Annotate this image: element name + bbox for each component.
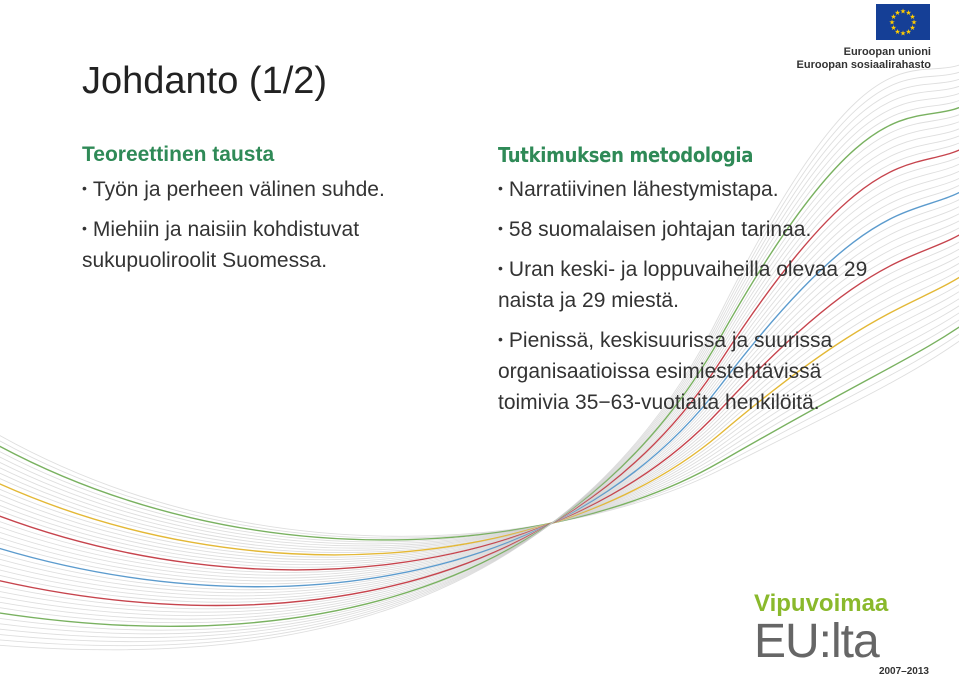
wave-line bbox=[0, 234, 959, 571]
bullet-icon: • bbox=[498, 180, 503, 196]
wave-line bbox=[0, 206, 959, 582]
star-icon: ★ bbox=[890, 24, 896, 32]
wave-line bbox=[0, 340, 959, 537]
wave-line bbox=[0, 64, 959, 651]
wave-line bbox=[0, 128, 959, 617]
star-icon: ★ bbox=[905, 28, 911, 36]
star-icon: ★ bbox=[905, 9, 911, 17]
wave-line bbox=[0, 319, 959, 543]
wave-line bbox=[0, 71, 959, 647]
eu-logo-text: Euroopan unioni Euroopan sosiaalirahasto bbox=[797, 46, 931, 72]
wave-line bbox=[0, 241, 959, 568]
bullet-icon: • bbox=[82, 180, 87, 196]
methodology-heading: Tutkimuksen metodologia bbox=[498, 143, 754, 167]
left-column: Teoreettinen tausta • Työn ja perheen väl… bbox=[82, 143, 432, 284]
list-item: • Työn ja perheen välinen suhde. bbox=[82, 178, 385, 201]
eu-fund-label: Euroopan sosiaalirahasto bbox=[796, 59, 931, 71]
star-icon: ★ bbox=[900, 30, 906, 38]
wave-line bbox=[0, 227, 959, 573]
list-item: • 58 suomalaisen johtajan tarinaa. bbox=[498, 218, 812, 241]
star-icon: ★ bbox=[909, 24, 915, 32]
eu-flag-icon: ★ ★ ★ ★ ★ ★ ★ ★ ★ ★ ★ ★ bbox=[876, 4, 930, 40]
wave-line bbox=[0, 185, 959, 591]
wave-line bbox=[0, 262, 959, 561]
list-item: • Miehiin ja naisiin kohdistuvat sukupuol… bbox=[82, 218, 360, 272]
star-icon: ★ bbox=[894, 9, 900, 17]
bullet-icon: • bbox=[498, 260, 503, 276]
wave-line bbox=[0, 121, 959, 620]
vipuvoimaa-label: Vipuvoimaa bbox=[754, 590, 889, 617]
list-item: • Uran keski- ja loppuvaiheilla olevaa 29… bbox=[498, 258, 868, 312]
wave-line bbox=[0, 276, 959, 556]
list-item: • Narratiivinen lähestymistapa. bbox=[498, 178, 779, 201]
vipuvoimaa-logo: Vipuvoimaa EU:lta 2007–2013 bbox=[754, 590, 934, 677]
star-icon: ★ bbox=[900, 8, 906, 16]
theory-bullet-list: • Työn ja perheen välinen suhde. • Miehiin… bbox=[82, 173, 432, 276]
wave-line bbox=[0, 298, 959, 549]
wave-line bbox=[0, 255, 959, 563]
wave-line bbox=[0, 149, 959, 607]
wave-line bbox=[0, 213, 959, 579]
eulta-label: EU:lta bbox=[754, 615, 880, 668]
star-icon: ★ bbox=[889, 19, 895, 27]
program-years-label: 2007–2013 bbox=[878, 666, 929, 677]
list-item: • Pienissä, keskisuurissa ja suurissa org… bbox=[498, 329, 833, 414]
wave-line bbox=[0, 170, 959, 597]
right-column: Tutkimuksen metodologia • Narratiivinen l… bbox=[498, 143, 868, 426]
bullet-icon: • bbox=[82, 220, 87, 236]
bullet-icon: • bbox=[498, 220, 503, 236]
slide-title: Johdanto (1/2) bbox=[82, 60, 328, 102]
methodology-bullet-list: • Narratiivinen lähestymistapa. • 58 suoma… bbox=[498, 173, 868, 418]
wave-line bbox=[0, 156, 959, 603]
wave-line bbox=[0, 100, 959, 631]
wave-line bbox=[0, 92, 959, 635]
wave-line bbox=[0, 326, 959, 541]
wave-line bbox=[0, 191, 959, 588]
wave-line bbox=[0, 142, 959, 610]
wave-line bbox=[0, 177, 959, 594]
star-icon: ★ bbox=[890, 13, 896, 21]
wave-line bbox=[0, 220, 959, 576]
wave-line bbox=[0, 163, 959, 600]
star-icon: ★ bbox=[894, 28, 900, 36]
wave-line bbox=[0, 114, 959, 624]
wave-line bbox=[0, 106, 959, 628]
wave-line bbox=[0, 78, 959, 643]
wave-line bbox=[0, 312, 959, 545]
wave-line bbox=[0, 305, 959, 547]
wave-line bbox=[0, 85, 959, 639]
wave-line bbox=[0, 291, 959, 551]
wave-line bbox=[0, 333, 959, 539]
bullet-icon: • bbox=[498, 331, 503, 347]
wave-line bbox=[0, 248, 959, 566]
wave-line bbox=[0, 269, 959, 558]
eu-union-label: Euroopan unioni bbox=[843, 46, 931, 58]
theory-heading: Teoreettinen tausta bbox=[82, 143, 275, 166]
wave-line bbox=[0, 199, 959, 585]
wave-line bbox=[0, 135, 959, 613]
star-icon: ★ bbox=[909, 13, 915, 21]
star-icon: ★ bbox=[911, 19, 917, 27]
wave-line bbox=[0, 284, 959, 553]
